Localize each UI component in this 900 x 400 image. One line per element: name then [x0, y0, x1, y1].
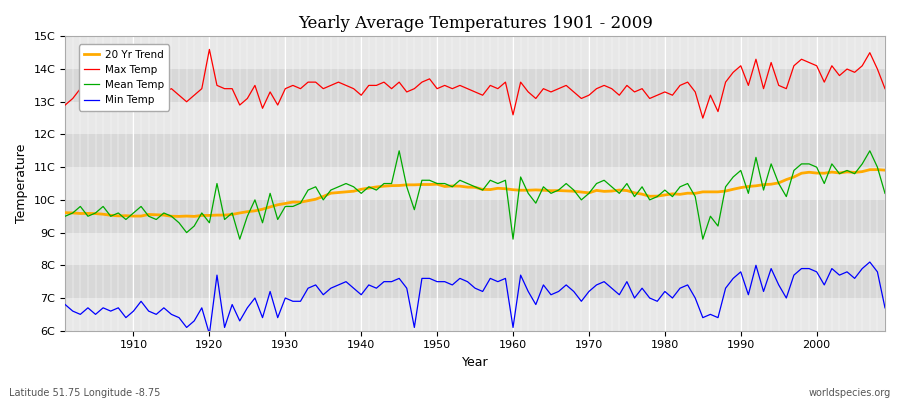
Mean Temp — [523, 191, 534, 196]
20 Yr Trend — [872, 167, 883, 172]
Min Temp — [121, 315, 131, 320]
X-axis label: Year: Year — [462, 356, 489, 369]
20 Yr Trend — [59, 210, 70, 215]
Mean Temp — [515, 174, 526, 179]
Min Temp — [607, 286, 617, 290]
Line: Mean Temp: Mean Temp — [65, 151, 885, 239]
Y-axis label: Temperature: Temperature — [15, 144, 28, 223]
Bar — [65, 69, 885, 102]
Mean Temp — [614, 191, 625, 196]
20 Yr Trend — [295, 200, 306, 204]
Mean Temp — [59, 214, 70, 219]
Line: Min Temp: Min Temp — [65, 262, 885, 334]
Max Temp — [204, 47, 215, 52]
Line: Max Temp: Max Temp — [65, 50, 885, 118]
Max Temp — [607, 86, 617, 91]
Bar — [65, 200, 885, 232]
Min Temp — [508, 325, 518, 330]
Title: Yearly Average Temperatures 1901 - 2009: Yearly Average Temperatures 1901 - 2009 — [298, 15, 652, 32]
Bar — [65, 36, 885, 69]
Max Temp — [515, 80, 526, 84]
Bar — [65, 134, 885, 167]
Min Temp — [340, 279, 351, 284]
20 Yr Trend — [607, 189, 617, 194]
Mean Temp — [879, 191, 890, 196]
Mean Temp — [340, 181, 351, 186]
20 Yr Trend — [879, 168, 890, 172]
Min Temp — [204, 332, 215, 336]
20 Yr Trend — [340, 190, 351, 194]
Text: Latitude 51.75 Longitude -8.75: Latitude 51.75 Longitude -8.75 — [9, 388, 160, 398]
Min Temp — [864, 260, 875, 264]
Mean Temp — [121, 217, 131, 222]
Line: 20 Yr Trend: 20 Yr Trend — [65, 170, 885, 216]
Max Temp — [698, 116, 708, 120]
20 Yr Trend — [174, 214, 184, 219]
Bar — [65, 232, 885, 265]
Bar — [65, 298, 885, 331]
Max Temp — [879, 86, 890, 91]
Max Temp — [295, 86, 306, 91]
Legend: 20 Yr Trend, Max Temp, Mean Temp, Min Temp: 20 Yr Trend, Max Temp, Mean Temp, Min Te… — [78, 44, 169, 110]
Min Temp — [59, 302, 70, 307]
Min Temp — [295, 299, 306, 304]
Mean Temp — [295, 201, 306, 206]
Max Temp — [508, 112, 518, 117]
Text: worldspecies.org: worldspecies.org — [809, 388, 891, 398]
Max Temp — [121, 93, 131, 98]
Min Temp — [879, 306, 890, 310]
Mean Temp — [234, 237, 245, 242]
Bar — [65, 265, 885, 298]
Mean Temp — [394, 148, 405, 153]
Min Temp — [515, 273, 526, 278]
Bar — [65, 102, 885, 134]
20 Yr Trend — [515, 188, 526, 193]
20 Yr Trend — [121, 213, 131, 218]
20 Yr Trend — [508, 187, 518, 192]
Max Temp — [340, 83, 351, 88]
Bar — [65, 167, 885, 200]
Max Temp — [59, 103, 70, 108]
